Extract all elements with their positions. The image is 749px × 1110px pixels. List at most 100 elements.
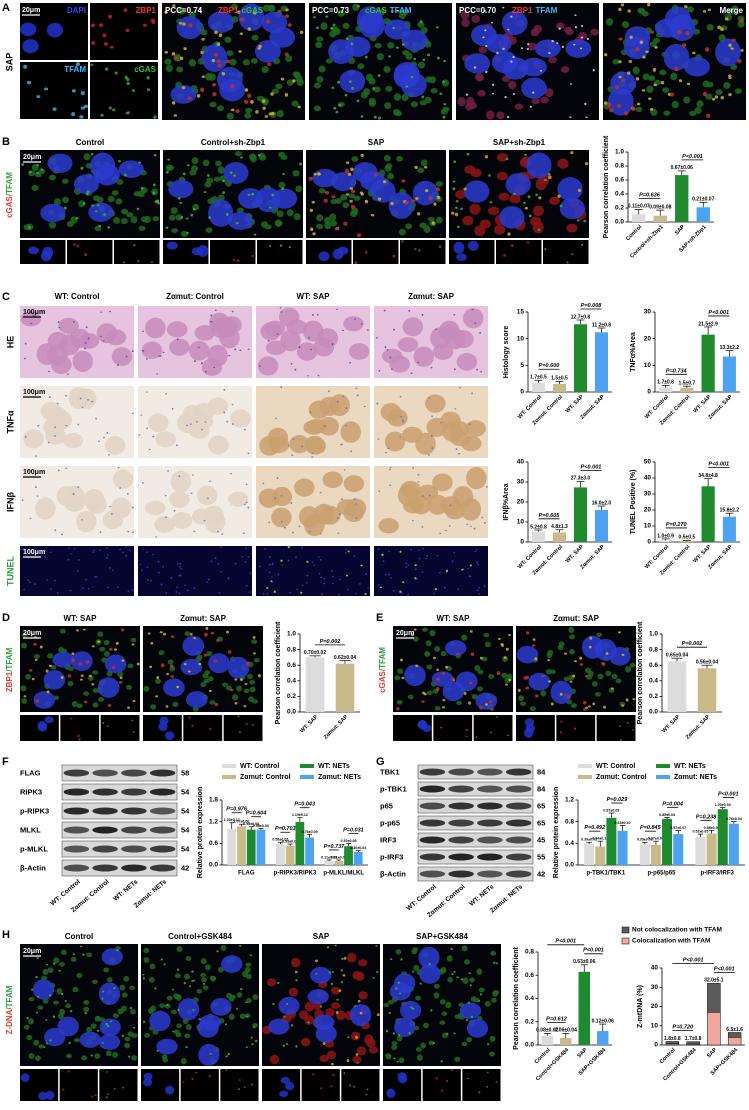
cell [280,495,283,497]
cell [479,219,491,229]
cell [417,720,427,729]
cell [185,956,192,961]
cell [356,99,360,103]
y-tick-label: 0.6 [209,840,218,847]
blot-band [448,785,474,793]
cell [177,1008,180,1011]
cell [423,692,427,696]
cell [106,1071,109,1073]
micrograph-background [516,626,636,712]
cell [162,351,165,354]
cell [504,677,511,684]
cell [23,588,26,591]
cell [266,978,277,987]
cell [193,530,196,533]
blot-band [149,845,176,853]
cell [238,731,241,734]
cell [609,647,631,666]
cell [612,59,620,65]
cell [249,954,252,957]
cell [47,441,50,444]
cell [331,86,335,89]
cell [417,473,420,476]
cell [127,663,134,669]
row-label: cGAS/TFAM [378,647,387,693]
cell [71,658,76,663]
cell [705,93,713,100]
cell [108,647,113,651]
micrograph [141,1069,180,1101]
cell [395,949,402,955]
cell [341,498,343,501]
cell [471,14,481,23]
value-label: 5.2±0.8 [530,524,547,530]
cell [269,1054,280,1065]
cell [223,388,226,391]
cell [191,247,203,256]
cell [165,392,168,395]
cell [402,581,405,584]
cell [313,82,322,89]
cell [278,151,286,158]
cell [81,1055,88,1061]
cell [532,638,536,641]
cell [186,231,189,234]
p-value: P=0.604 [246,811,267,817]
cell [399,1000,422,1020]
cell [393,589,395,592]
cell [422,1022,429,1029]
cell [443,59,447,63]
cell [479,993,483,996]
cell [218,33,223,38]
cell [271,581,273,584]
cell [285,1003,289,1005]
cell [390,10,394,13]
cell [506,734,509,737]
cell [90,153,94,156]
blot-band [419,768,446,776]
cell [467,568,470,570]
cell [421,526,424,528]
cell [98,982,121,1006]
cell [397,1034,401,1037]
cell [287,445,290,447]
cell [518,695,525,702]
label-part: /TFAM [5,172,14,196]
cell [92,586,94,588]
cell [304,1001,315,1012]
y-axis-label: Pearson correlation coefficient [637,621,644,724]
bar [353,852,363,865]
micrograph [143,626,263,712]
blot-band [448,870,474,878]
bar [295,822,305,865]
cell [176,16,203,40]
cell [400,958,403,961]
cell [560,720,563,723]
micrograph [262,944,380,1066]
bar [717,809,728,865]
cell [60,675,64,680]
cell [512,55,515,59]
cell [333,106,337,110]
cell [306,560,309,563]
cell [24,357,26,360]
cell [349,361,351,364]
cell [250,1036,253,1039]
cell [65,1003,72,1009]
legend-swatch [578,764,592,768]
cell [402,317,424,337]
cell [138,225,146,231]
cell [397,337,419,353]
cell [410,495,432,515]
y-tick-label: 1.0 [287,631,296,638]
cell [165,164,173,172]
micrograph-background [301,1069,340,1101]
cell [306,574,309,577]
cell [207,11,234,33]
cell [413,346,435,367]
cell [408,309,411,312]
blot-band [63,826,90,834]
cell [230,409,251,428]
cell [405,562,407,564]
cell [27,579,30,582]
